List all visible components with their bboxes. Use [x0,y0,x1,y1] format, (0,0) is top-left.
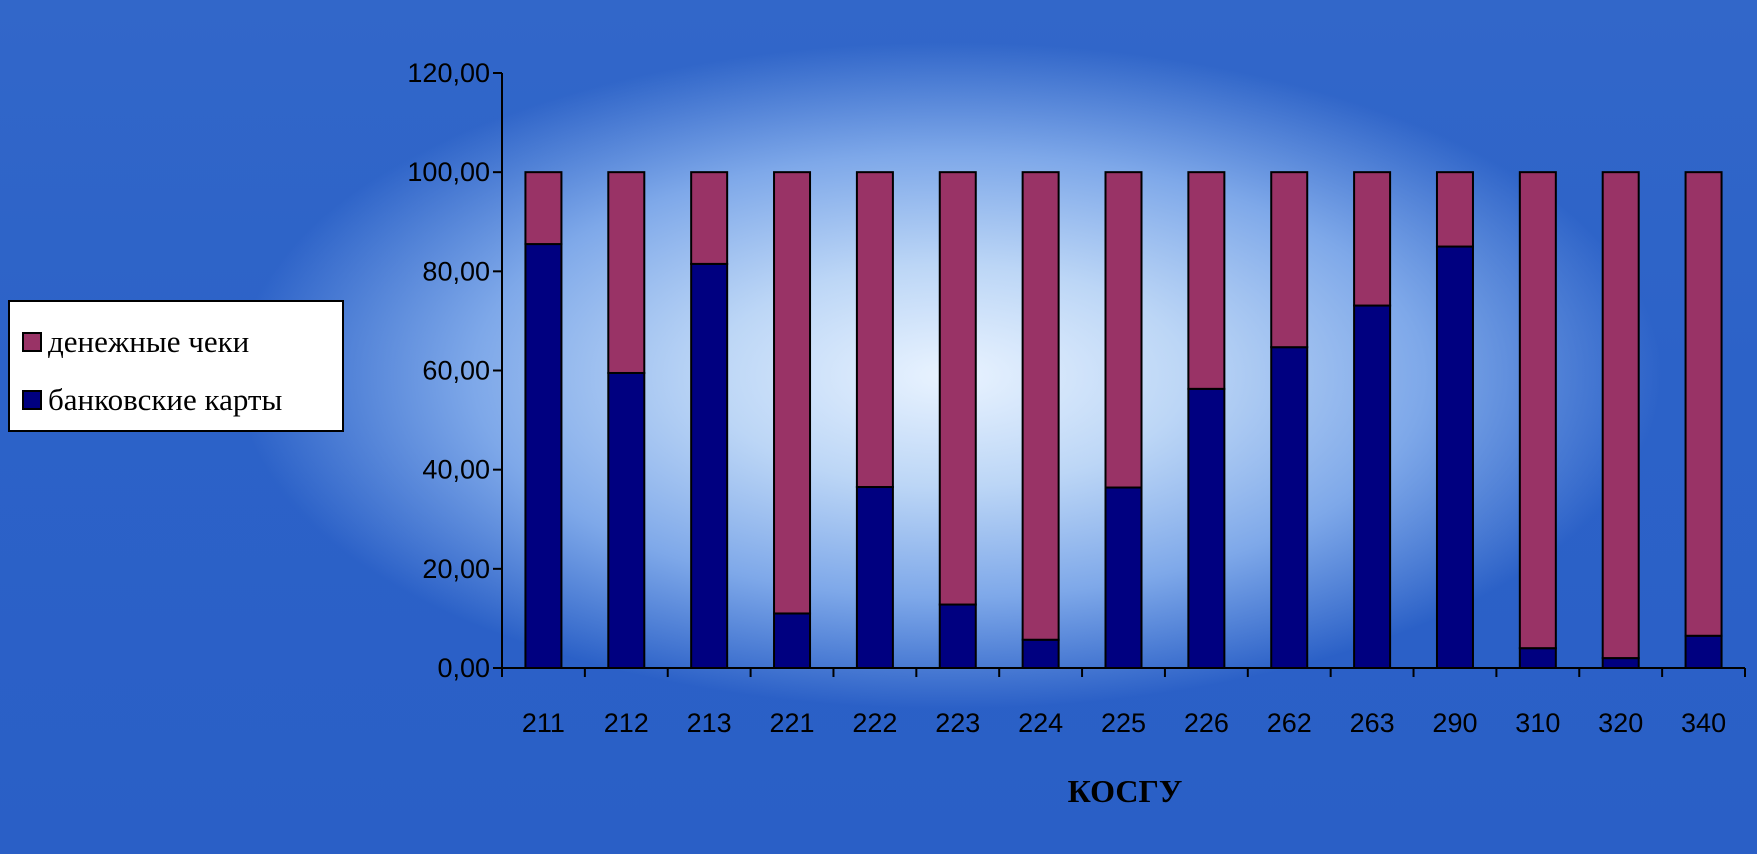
bar-segment-cards [1684,634,1723,669]
legend: денежные чеки банковские карты [8,300,344,432]
bar-segment-cards [1187,387,1226,669]
legend-label-cards: банковские карты [48,382,283,417]
x-tick-label: 222 [852,708,897,738]
bar-segment-cheques [1601,171,1640,660]
bar-segment-cards [855,486,894,670]
bar-segment-cheques [1187,171,1226,390]
y-tick-label: 0,00 [437,653,490,683]
y-tick-label: 60,00 [422,356,490,386]
bar-segment-cheques [938,171,977,606]
x-tick-label: 225 [1101,708,1146,738]
bar-segment-cards [1353,304,1392,669]
x-tick-label: 223 [935,708,980,738]
x-tick-label: 212 [604,708,649,738]
x-tick-label: 310 [1515,708,1560,738]
legend-item-cheques: денежные чеки [22,320,342,364]
bar-segment-cards [1021,638,1060,669]
bar-segment-cards [1435,245,1474,670]
x-tick-label: 226 [1184,708,1229,738]
bar-segment-cheques [607,171,646,374]
bar-segment-cheques [1270,171,1309,349]
y-tick-label: 100,00 [407,157,490,187]
x-tick-label: 340 [1681,708,1726,738]
legend-swatch-cheques [22,332,42,352]
x-axis-title: КОСГУ [1068,773,1183,809]
y-tick-label: 20,00 [422,554,490,584]
x-tick-label: 320 [1598,708,1643,738]
legend-item-cards: банковские карты [22,378,342,422]
x-tick-label: 290 [1432,708,1477,738]
bars [524,171,1723,670]
bar-segment-cheques [1684,171,1723,637]
bar-segment-cheques [855,171,894,489]
y-tick-label: 40,00 [422,455,490,485]
bar-segment-cards [524,243,563,669]
bar-segment-cheques [1353,171,1392,307]
x-tick-label: 263 [1350,708,1395,738]
y-tick-label: 80,00 [422,256,490,286]
x-tick-label: 213 [687,708,732,738]
bar-segment-cards [690,262,729,669]
bar-segment-cards [1270,346,1309,669]
x-axis: 211 212 213 221 222 223 224 225 226 262 263 290 310 3… [501,667,1746,738]
bar-segment-cheques [1435,171,1474,248]
y-tick-label: 120,00 [407,58,490,88]
x-tick-label: 262 [1267,708,1312,738]
bar-segment-cards [607,371,646,669]
x-tick-label: 224 [1018,708,1063,738]
bar-segment-cheques [1518,171,1557,650]
bar-segment-cheques [1021,171,1060,641]
legend-label-cheques: денежные чеки [48,324,250,359]
x-tick-label: 211 [522,708,565,738]
bar-segment-cards [938,603,977,669]
y-axis: 0,00 20,00 40,00 60,00 80,00 100,00 120,00 [407,58,503,683]
x-tick-label: 221 [770,708,815,738]
bar-segment-cheques [690,171,729,265]
bar-segment-cards [773,612,812,669]
bar-segment-cheques [1104,171,1143,489]
bar-segment-cheques [524,171,563,246]
bar-segment-cheques [773,171,812,615]
legend-swatch-cards [22,390,42,410]
bar-segment-cards [1104,486,1143,669]
bar-segment-cards [1518,647,1557,670]
bar-segment-cards [1601,657,1640,669]
